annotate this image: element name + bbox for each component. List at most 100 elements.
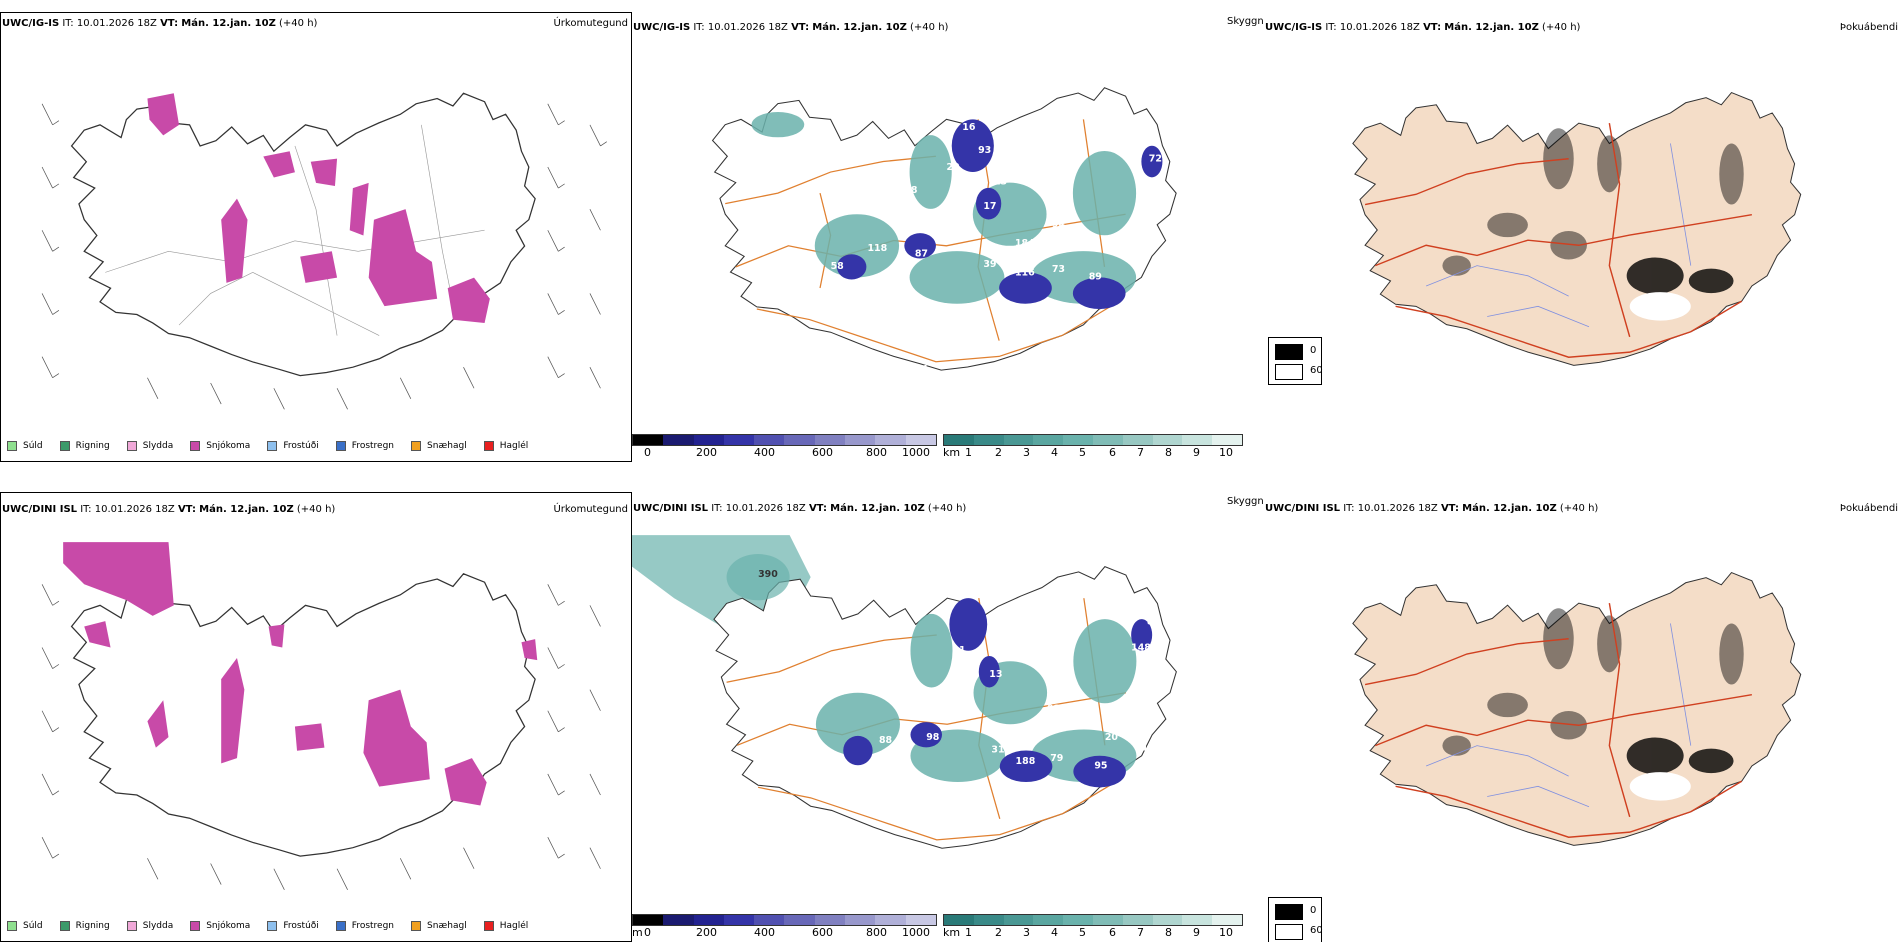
- wind-barbs: [41, 103, 607, 410]
- rivers: [1425, 143, 1692, 328]
- panel-name: Þokuábendi: [1839, 503, 1898, 514]
- precip-map: [41, 92, 607, 410]
- wind-barbs: [41, 584, 601, 891]
- legend-item: Súld: [7, 921, 43, 931]
- vis-labels: 390 16 84 91 13 148 92 134 88 98 20 31 1…: [758, 569, 1160, 771]
- vis-label: 134: [1016, 725, 1036, 736]
- vis-m-colorbar: [632, 434, 937, 446]
- vis-m-areas: [836, 119, 1163, 310]
- vis-m-ticks: m 0 200 400 600 800 1000: [632, 926, 930, 939]
- vis-labels: 16 93 20 48 13 17 56 94 72 118 58 87 184…: [831, 122, 1162, 375]
- vis-km-ticks: km 1 2 3 4 5 6 7 8 9 10: [943, 446, 1233, 459]
- panel-title: UWC/DINI ISL IT: 10.01.2026 18Z VT: Mán.…: [633, 503, 967, 514]
- fog-panel-top: UWC/IG-IS IT: 10.01.2026 18Z VT: Mán. 12…: [1264, 12, 1900, 462]
- fog-dark-areas: [1442, 608, 1744, 756]
- fog-panel-bottom: UWC/DINI ISL IT: 10.01.2026 18Z VT: Mán.…: [1264, 492, 1900, 942]
- panel-title: UWC/IG-IS IT: 10.01.2026 18Z VT: Mán. 12…: [2, 18, 318, 29]
- legend-item: Frostregn: [335, 441, 394, 451]
- vis-label: 73: [1052, 264, 1065, 275]
- vis-label: 148: [1131, 643, 1151, 654]
- vis-km-colorbar: [943, 434, 1243, 446]
- vis-label: 16: [962, 122, 976, 133]
- vis-label: 58: [831, 261, 844, 272]
- fog-dark-areas: [1442, 128, 1744, 276]
- legend-item: Slydda: [126, 441, 173, 451]
- rivers: [1425, 623, 1692, 808]
- visibility-map: 16 93 20 48 13 17 56 94 72 118 58 87 184…: [712, 87, 1177, 375]
- vis-label: 56: [1043, 177, 1057, 188]
- vis-label: 91: [953, 645, 966, 656]
- panel-name: Úrkomutegund: [553, 18, 628, 29]
- vis-label: 19: [1142, 743, 1155, 754]
- vis-label: 390: [758, 569, 778, 580]
- roads: [1364, 123, 1752, 358]
- vis-label: 79: [1050, 753, 1063, 764]
- fog-map: [1352, 572, 1802, 846]
- vis-label: 95: [1094, 760, 1107, 771]
- precip-panel-bottom: UWC/DINI ISL IT: 10.01.2026 18Z VT: Mán.…: [0, 492, 632, 942]
- legend-item: Rigning: [59, 921, 110, 931]
- vis-m-areas: [843, 598, 1153, 788]
- legend-item: Snjókoma: [190, 921, 250, 931]
- vis-label: 116: [1015, 267, 1035, 278]
- precip-legend: Súld Rigning Slydda Snjókoma Frostúði Fr…: [7, 921, 545, 931]
- panel-name: Þokuábendi: [1839, 22, 1898, 33]
- legend-item: Snæhagl: [411, 441, 467, 451]
- precip-panel-top: UWC/IG-IS IT: 10.01.2026 18Z VT: Mán. 12…: [0, 12, 632, 462]
- vis-label: 92: [1047, 704, 1060, 715]
- vis-label: 72: [1149, 154, 1162, 165]
- panel-title: UWC/IG-IS IT: 10.01.2026 18Z VT: Mán. 12…: [1265, 22, 1581, 33]
- vis-label: 20: [946, 162, 960, 173]
- fog-legend: 0 60: [1268, 337, 1323, 385]
- vis-km-colorbar: [943, 914, 1243, 926]
- vis-label: 13: [989, 669, 1002, 680]
- legend-item: Haglél: [483, 921, 528, 931]
- legend-item: Haglél: [483, 441, 528, 451]
- vis-label: 48: [904, 185, 917, 196]
- visibility-map: 390 16 84 91 13 148 92 134 88 98 20 31 1…: [632, 535, 1177, 849]
- vis-label: 94: [1052, 219, 1066, 230]
- vis-label: 17: [983, 201, 996, 212]
- vis-m-ticks: 0 200 400 600 800 1000: [644, 446, 930, 459]
- panel-title: UWC/DINI ISL IT: 10.01.2026 18Z VT: Mán.…: [2, 504, 336, 515]
- fog-map: [1352, 92, 1802, 366]
- vis-label: 89: [1089, 272, 1102, 283]
- vis-label: 188: [1016, 756, 1036, 767]
- panel-name: Úrkomutegund: [553, 504, 628, 515]
- legend-item: Frostúði: [267, 921, 319, 931]
- precip-map: [41, 542, 601, 891]
- vis-label: 16: [1126, 611, 1140, 622]
- vis-label: 31: [991, 745, 1004, 756]
- fog-legend: 0 60: [1268, 897, 1323, 942]
- panel-title: UWC/DINI ISL IT: 10.01.2026 18Z VT: Mán.…: [1265, 503, 1599, 514]
- legend-item: Snjókoma: [190, 441, 250, 451]
- legend-item: Frostregn: [335, 921, 394, 931]
- vis-label: 184: [1015, 238, 1035, 249]
- precip-legend: Súld Rigning Slydda Snjókoma Frostúði Fr…: [7, 441, 545, 451]
- panel-name: Skyggni: [1227, 496, 1264, 507]
- vis-label: 87: [915, 248, 928, 259]
- visibility-panel-top: UWC/IG-IS IT: 10.01.2026 18Z VT: Mán. 12…: [632, 12, 1264, 462]
- vis-m-colorbar: [632, 914, 937, 926]
- vis-label: 84: [1147, 616, 1161, 627]
- panel-title: UWC/IG-IS IT: 10.01.2026 18Z VT: Mán. 12…: [633, 22, 949, 33]
- vis-label: 88: [879, 735, 892, 746]
- legend-item: Rigning: [59, 441, 110, 451]
- panel-name: Skyggni: [1227, 16, 1264, 27]
- legend-item: Súld: [7, 441, 43, 451]
- vis-label: 93: [978, 145, 991, 156]
- legend-item: Slydda: [126, 921, 173, 931]
- visibility-panel-bottom: UWC/DINI ISL IT: 10.01.2026 18Z VT: Mán.…: [632, 492, 1264, 942]
- snow-areas: [63, 542, 538, 806]
- vis-label: 118: [867, 243, 887, 254]
- vis-label: 44: [915, 364, 929, 375]
- vis-km-ticks: km 1 2 3 4 5 6 7 8 9 10: [943, 926, 1233, 939]
- vis-label: 39: [983, 259, 996, 270]
- vis-label: 20: [1105, 732, 1119, 743]
- vis-label: 98: [926, 732, 939, 743]
- vis-label: 13: [994, 177, 1007, 188]
- roads: [1364, 603, 1752, 838]
- legend-item: Frostúði: [267, 441, 319, 451]
- snow-areas: [147, 93, 490, 323]
- legend-item: Snæhagl: [411, 921, 467, 931]
